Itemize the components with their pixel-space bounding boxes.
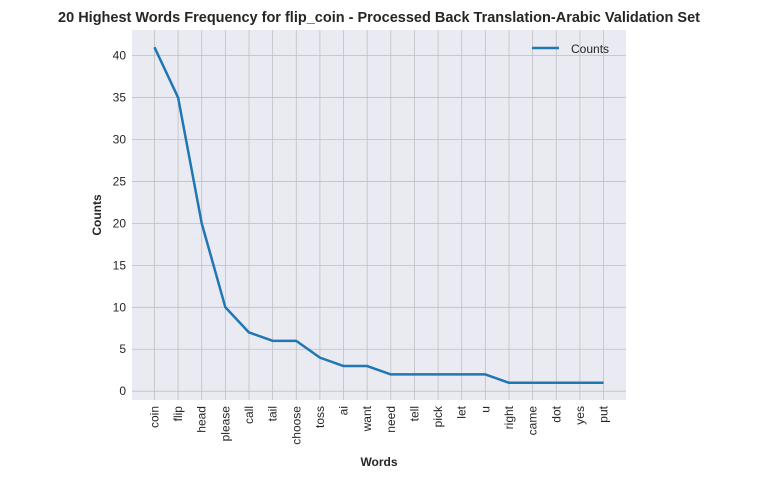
x-tick-label: let bbox=[455, 405, 469, 418]
plot-area bbox=[132, 30, 626, 400]
series-line bbox=[153, 46, 604, 385]
x-tick-label: choose bbox=[289, 406, 303, 445]
x-tick-label: dot bbox=[549, 405, 563, 422]
y-axis-label: Counts bbox=[90, 194, 104, 236]
legend-label: Counts bbox=[571, 42, 609, 56]
x-tick-label: pick bbox=[431, 405, 445, 427]
grid-lines bbox=[132, 30, 626, 400]
x-tick-label: yes bbox=[573, 406, 587, 425]
y-tick-label: 5 bbox=[119, 342, 126, 356]
x-tick-label: ai bbox=[337, 406, 351, 415]
y-tick-label: 10 bbox=[113, 300, 127, 314]
x-tick-label: want bbox=[360, 405, 374, 432]
x-tick-label: head bbox=[195, 406, 209, 433]
x-tick-label: right bbox=[502, 405, 516, 429]
chart-title: 20 Highest Words Frequency for flip_coin… bbox=[58, 10, 700, 26]
x-tick-label: need bbox=[384, 406, 398, 433]
x-tick-label: u bbox=[478, 406, 492, 413]
y-tick-label: 25 bbox=[113, 174, 127, 188]
x-tick-label: put bbox=[597, 405, 611, 422]
x-tick-label: flip bbox=[171, 406, 185, 422]
x-tick-label: coin bbox=[147, 406, 161, 428]
y-tick-label: 35 bbox=[113, 91, 127, 105]
y-axis-ticks: 0 5 10 15 20 25 30 35 40 bbox=[113, 49, 127, 399]
x-tick-label: toss bbox=[313, 406, 327, 428]
y-tick-label: 20 bbox=[113, 216, 127, 230]
y-tick-label: 15 bbox=[113, 258, 127, 272]
x-tick-label: tail bbox=[266, 406, 280, 421]
x-tick-label: please bbox=[218, 406, 232, 442]
x-axis-ticks: coin flip head please call tail choose toss ai wa… bbox=[147, 405, 610, 445]
x-tick-label: came bbox=[526, 406, 540, 436]
series-lines bbox=[153, 46, 604, 385]
x-tick-label: tell bbox=[407, 406, 421, 421]
y-tick-label: 0 bbox=[119, 384, 126, 398]
x-axis-label: Words bbox=[360, 455, 397, 469]
y-tick-label: 30 bbox=[113, 132, 127, 146]
x-tick-label: call bbox=[242, 406, 256, 424]
y-tick-label: 40 bbox=[113, 49, 127, 63]
legend: Counts bbox=[532, 42, 609, 56]
